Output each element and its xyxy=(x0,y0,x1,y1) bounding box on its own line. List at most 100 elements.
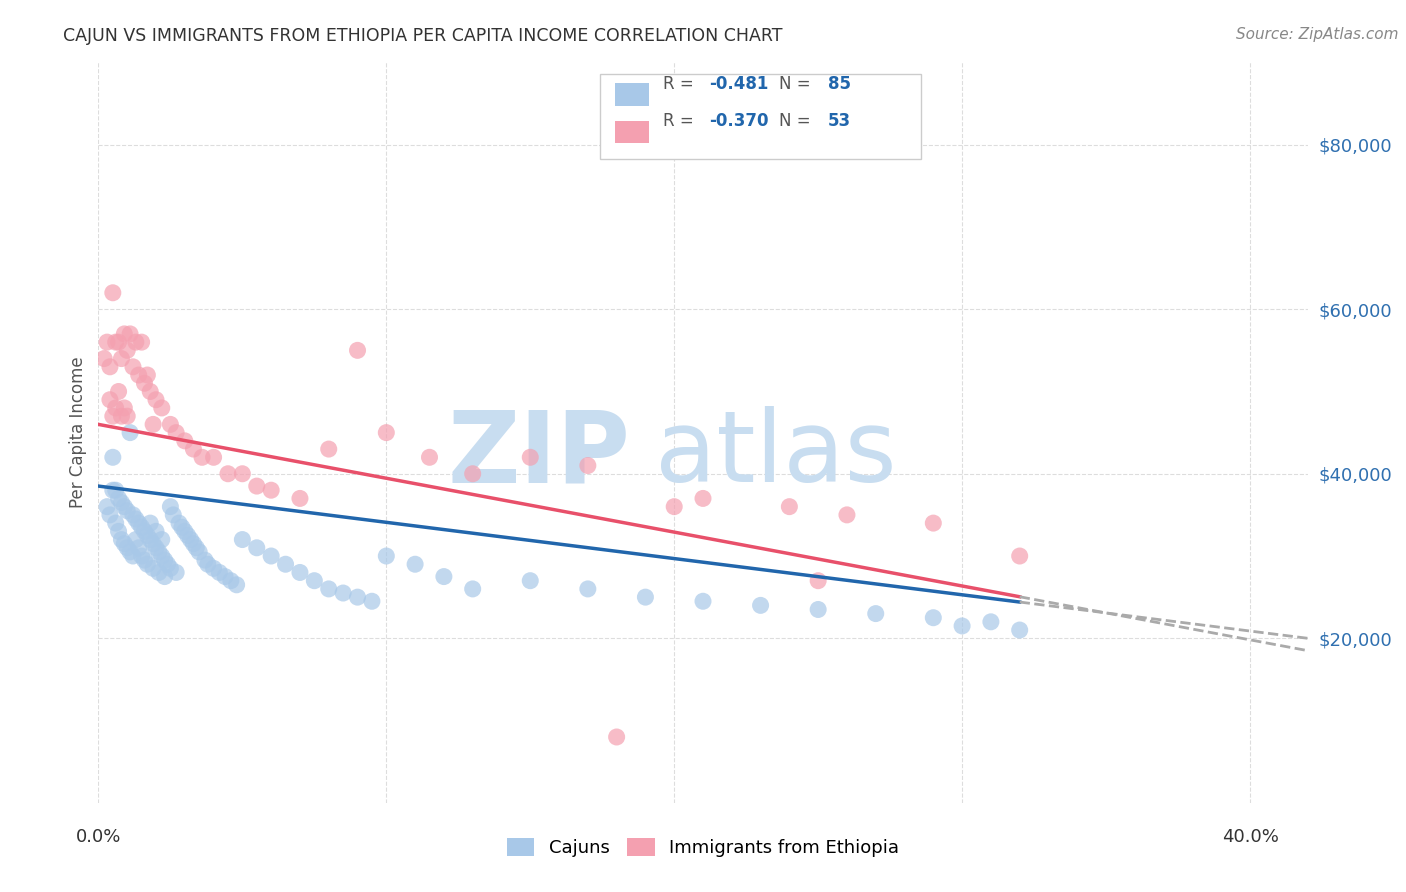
Point xyxy=(98,508,121,522)
Point xyxy=(104,401,127,415)
Point xyxy=(214,569,236,583)
Point xyxy=(115,504,138,518)
Point xyxy=(634,590,657,604)
Point xyxy=(231,533,253,547)
Point xyxy=(159,417,181,432)
Text: R =: R = xyxy=(664,112,699,130)
Point xyxy=(128,541,150,555)
Point xyxy=(112,326,135,341)
Point xyxy=(142,561,165,575)
Point xyxy=(93,351,115,366)
Point xyxy=(183,442,205,456)
Point xyxy=(173,434,195,448)
Point xyxy=(134,524,156,539)
Point xyxy=(136,528,159,542)
Point xyxy=(225,578,247,592)
Point xyxy=(576,582,599,596)
Point xyxy=(131,520,153,534)
Point xyxy=(110,409,132,424)
Point xyxy=(107,335,129,350)
Point xyxy=(260,549,283,563)
Text: -0.481: -0.481 xyxy=(709,75,769,93)
Text: CAJUN VS IMMIGRANTS FROM ETHIOPIA PER CAPITA INCOME CORRELATION CHART: CAJUN VS IMMIGRANTS FROM ETHIOPIA PER CA… xyxy=(63,27,783,45)
Point xyxy=(288,566,311,580)
Legend: Cajuns, Immigrants from Ethiopia: Cajuns, Immigrants from Ethiopia xyxy=(499,830,907,864)
Point xyxy=(110,495,132,509)
Point xyxy=(120,545,142,559)
Point xyxy=(692,594,714,608)
Point xyxy=(288,491,311,506)
Point xyxy=(122,508,145,522)
Point xyxy=(110,533,132,547)
Point xyxy=(128,516,150,530)
Text: atlas: atlas xyxy=(655,407,896,503)
Bar xyxy=(614,83,648,106)
Point xyxy=(98,359,121,374)
Point xyxy=(104,335,127,350)
Point xyxy=(131,335,153,350)
Point xyxy=(361,594,384,608)
Bar xyxy=(614,120,648,144)
Point xyxy=(148,566,170,580)
Point xyxy=(125,335,148,350)
Point xyxy=(148,545,170,559)
Point xyxy=(139,516,162,530)
Point xyxy=(112,500,135,514)
Point xyxy=(807,574,830,588)
Point xyxy=(145,541,167,555)
Point xyxy=(461,467,484,481)
Point xyxy=(159,561,181,575)
Point xyxy=(153,569,176,583)
Point xyxy=(150,533,173,547)
Point xyxy=(101,409,124,424)
Point xyxy=(104,483,127,498)
Point xyxy=(145,524,167,539)
Point xyxy=(519,450,541,465)
Point xyxy=(418,450,440,465)
Point xyxy=(176,528,198,542)
Text: R =: R = xyxy=(664,75,699,93)
Point xyxy=(749,599,772,613)
Point xyxy=(165,566,187,580)
Point xyxy=(194,553,217,567)
Point xyxy=(139,384,162,399)
Point xyxy=(950,619,973,633)
Point xyxy=(274,558,297,572)
Point xyxy=(461,582,484,596)
Point xyxy=(107,524,129,539)
Point xyxy=(807,602,830,616)
Point xyxy=(664,500,686,514)
Point xyxy=(1008,549,1031,563)
Point xyxy=(375,425,398,440)
Point xyxy=(131,549,153,563)
Point xyxy=(150,401,173,415)
Point xyxy=(246,479,269,493)
Point xyxy=(304,574,326,588)
Y-axis label: Per Capita Income: Per Capita Income xyxy=(69,357,87,508)
Text: 40.0%: 40.0% xyxy=(1222,828,1278,846)
Point xyxy=(180,533,202,547)
Point xyxy=(375,549,398,563)
Point xyxy=(122,359,145,374)
Point xyxy=(346,590,368,604)
Point xyxy=(217,467,239,481)
Point xyxy=(260,483,283,498)
Text: N =: N = xyxy=(779,112,815,130)
Point xyxy=(219,574,242,588)
Point xyxy=(202,450,225,465)
Point xyxy=(101,285,124,300)
Text: -0.370: -0.370 xyxy=(709,112,769,130)
Point xyxy=(162,508,184,522)
Point xyxy=(865,607,887,621)
Point xyxy=(980,615,1002,629)
Point xyxy=(922,610,945,624)
Point xyxy=(318,582,340,596)
Point xyxy=(346,343,368,358)
Point xyxy=(142,536,165,550)
Point xyxy=(128,368,150,382)
Point xyxy=(120,326,142,341)
Point xyxy=(115,541,138,555)
Point xyxy=(107,491,129,506)
Point xyxy=(136,558,159,572)
Point xyxy=(150,549,173,563)
